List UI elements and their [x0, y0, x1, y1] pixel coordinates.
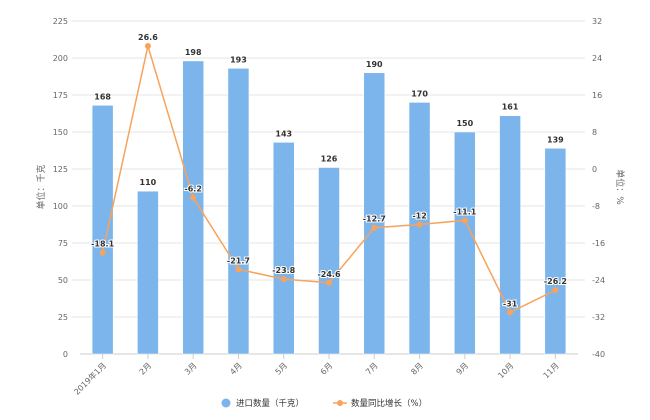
y-tick-label: 150 — [53, 128, 68, 137]
x-tick-label: 3月 — [183, 361, 199, 377]
line-value-label: -6.2 — [184, 185, 202, 194]
y-axis-title: 单位：千克 — [35, 164, 47, 209]
y-tick-label: 200 — [53, 54, 68, 63]
y2-tick-label: 8 — [592, 128, 597, 137]
y-tick-label: 125 — [53, 165, 68, 174]
y-tick-label: 100 — [53, 202, 68, 211]
bar — [182, 60, 204, 355]
line-point — [190, 194, 197, 201]
line-value-label: 26.6 — [138, 33, 158, 42]
y2-tick-label: -40 — [592, 350, 605, 359]
bar — [454, 131, 476, 355]
line-point — [461, 217, 468, 224]
x-tick-label: 6月 — [319, 361, 335, 377]
bar — [137, 190, 159, 355]
legend-line-label: 数量同比增长（%） — [351, 398, 427, 409]
x-tick-label: 7月 — [364, 361, 380, 377]
bar — [499, 115, 521, 355]
line-value-label: -31 — [503, 299, 518, 308]
line-value-label: -21.7 — [227, 256, 250, 265]
bar-value-label: 161 — [502, 103, 519, 112]
y-tick-label: 50 — [58, 276, 68, 285]
legend[interactable]: 进口数量（千克） 数量同比增长（%） — [221, 398, 428, 409]
y-tick-label: 175 — [53, 91, 68, 100]
line-value-label: -11.1 — [453, 207, 476, 216]
y-tick-label: 75 — [58, 239, 68, 248]
line-point — [99, 249, 106, 256]
bar — [318, 167, 340, 355]
x-tick-label: 2019年1月 — [72, 360, 108, 396]
line-value-label: -18.1 — [91, 240, 114, 249]
y2-tick-label: -8 — [592, 202, 600, 211]
bar-value-label: 170 — [411, 89, 428, 98]
bar-value-label: 150 — [456, 119, 473, 128]
x-tick-label: 2月 — [138, 361, 154, 377]
bar — [363, 72, 386, 355]
bar-value-label: 110 — [140, 178, 157, 187]
x-tick-label: 8月 — [409, 361, 425, 377]
x-tick-label: 9月 — [455, 361, 471, 377]
y2-axis-title: 单位：% — [614, 169, 626, 205]
y2-tick-label: -24 — [592, 276, 605, 285]
x-tick-label: 11月 — [542, 361, 561, 380]
y-tick-label: 0 — [63, 350, 68, 359]
y2-tick-label: -32 — [592, 313, 605, 322]
bar-value-label: 143 — [275, 129, 292, 138]
line-value-label: -24.6 — [317, 270, 340, 279]
line-point — [371, 224, 378, 231]
bar — [91, 105, 114, 355]
y2-tick-label: 0 — [592, 165, 597, 174]
line-value-label: -23.8 — [272, 266, 295, 275]
y2-tick-label: 32 — [592, 17, 602, 26]
legend-item-line[interactable]: 数量同比增长（%） — [333, 398, 427, 409]
bar-value-label: 198 — [185, 48, 202, 57]
line-value-label: -12.7 — [363, 215, 386, 224]
y2-tick-label: -16 — [592, 239, 605, 248]
y-tick-label: 25 — [58, 313, 68, 322]
bar-value-label: 168 — [94, 92, 111, 101]
line-point — [144, 42, 151, 49]
legend-line-dot — [337, 400, 343, 406]
y-tick-label: 225 — [53, 17, 68, 26]
legend-bar-label: 进口数量（千克） — [236, 398, 304, 409]
bar-value-label: 139 — [547, 135, 564, 144]
legend-bar-marker — [221, 398, 231, 408]
line-point — [416, 221, 423, 228]
x-tick-label: 10月 — [496, 361, 515, 380]
line-point — [507, 309, 514, 316]
line-point — [552, 287, 559, 294]
line-value-label: -26.2 — [544, 277, 567, 286]
line-point — [280, 276, 287, 283]
line-point — [326, 279, 332, 286]
bar — [408, 102, 431, 355]
bar-value-label: 126 — [321, 155, 338, 164]
line-series: -18.1 26.6 -6.2 -21.7 -23.8 -24.6 -12.7 -12 -11.… — [90, 32, 568, 316]
x-tick-label: 5月 — [274, 361, 290, 377]
line-point — [235, 266, 242, 273]
y2-tick-label: 16 — [592, 91, 602, 100]
bar-series: 168 110 198 193 143 126 190 170 150 161 139 — [91, 48, 567, 355]
bar — [272, 142, 295, 355]
line-value-label: -12 — [412, 212, 426, 221]
bar — [227, 68, 250, 355]
bar-value-label: 190 — [366, 60, 383, 69]
legend-item-bar[interactable]: 进口数量（千克） — [221, 398, 305, 409]
bar — [544, 148, 567, 355]
x-tick-label: 4月 — [228, 361, 244, 377]
y2-tick-label: 24 — [592, 54, 602, 63]
bar-value-label: 193 — [230, 55, 247, 64]
